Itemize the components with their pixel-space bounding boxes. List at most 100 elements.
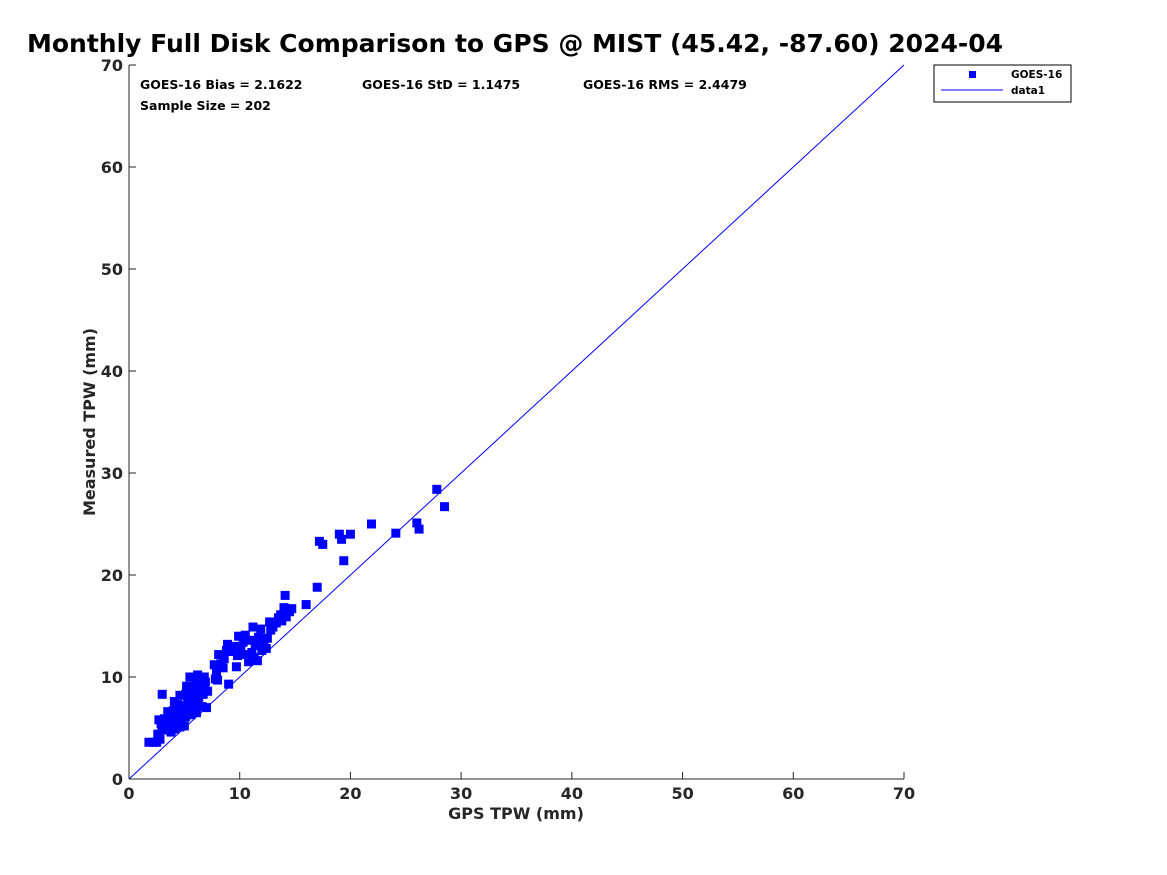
scatter-point — [179, 701, 189, 711]
scatter-point — [180, 712, 190, 722]
scatter-point — [254, 632, 264, 642]
scatter-point — [174, 710, 184, 720]
scatter-point — [202, 703, 211, 713]
scatter-point — [287, 604, 297, 614]
legend-box — [933, 64, 1072, 103]
chart-title: Monthly Full Disk Comparison to GPS @ MI… — [27, 29, 1003, 58]
scatter-point — [337, 534, 347, 544]
scatter-point — [248, 622, 258, 632]
scatter-point — [163, 707, 173, 717]
scatter-point — [318, 539, 328, 549]
scatter-point — [180, 689, 190, 699]
scatter-point — [245, 635, 255, 645]
x-tick-label: 50 — [671, 784, 693, 803]
legend: GOES-16 data1 — [933, 64, 1072, 103]
scatter-point — [179, 721, 189, 731]
y-tick-label: 50 — [101, 260, 123, 279]
y-tick-label: 20 — [101, 566, 123, 585]
scatter-point — [440, 502, 450, 512]
scatter-point — [173, 700, 183, 710]
x-tick-label: 30 — [450, 784, 472, 803]
scatter-points — [144, 484, 450, 747]
scatter-point — [224, 679, 234, 689]
x-axis-label: GPS TPW (mm) — [448, 804, 584, 823]
scatter-point — [203, 686, 213, 696]
scatter-point — [244, 657, 254, 667]
y-tick-label: 40 — [101, 362, 123, 381]
legend-label-data1: data1 — [1011, 85, 1045, 97]
scatter-point — [238, 637, 248, 647]
scatter-point — [262, 633, 272, 643]
scatter-point — [192, 708, 202, 718]
scatter-point — [259, 638, 269, 648]
scatter-point — [252, 656, 262, 666]
x-tick-label: 60 — [782, 784, 804, 803]
scatter-point — [312, 582, 322, 592]
scatter-point — [271, 618, 281, 628]
scatter-point — [213, 675, 223, 685]
scatter-point — [366, 519, 376, 529]
scatter-point — [236, 643, 246, 653]
scatter-point — [214, 650, 224, 660]
legend-marker-goes16 — [969, 71, 976, 78]
axes: 0 10 20 30 40 50 60 70 0 10 20 30 40 50 60 70 — [101, 56, 915, 803]
scatter-point — [412, 518, 422, 528]
x-tick-label: 0 — [123, 784, 134, 803]
y-tick-label: 70 — [101, 56, 123, 75]
scatter-point — [234, 631, 244, 641]
y-tick-label: 30 — [101, 464, 123, 483]
scatter-point — [334, 529, 344, 539]
scatter-point — [229, 641, 239, 651]
scatter-point — [339, 556, 349, 566]
scatter-point — [261, 643, 271, 653]
y-tick-label: 0 — [112, 770, 123, 789]
scatter-point — [200, 677, 210, 687]
scatter-point — [190, 686, 200, 696]
scatter-point — [199, 672, 209, 682]
scatter-point — [168, 720, 178, 730]
scatter-point — [265, 617, 275, 627]
scatter-point — [155, 734, 165, 744]
scatter-point — [226, 647, 236, 656]
scatter-point — [175, 690, 185, 700]
sample-size-stat: Sample Size = 202 — [140, 98, 271, 113]
scatter-point — [247, 648, 257, 658]
scatter-point — [223, 639, 233, 649]
legend-label-goes16: GOES-16 — [1011, 69, 1062, 81]
scatter-point — [280, 590, 290, 600]
bias-stat: GOES-16 Bias = 2.1622 — [140, 77, 302, 92]
scatter-point — [301, 600, 311, 610]
y-axis-label: Measured TPW (mm) — [80, 328, 99, 516]
scatter-point — [182, 681, 192, 691]
scatter-point — [187, 703, 197, 713]
x-tick-label: 70 — [893, 784, 915, 803]
scatter-point — [186, 710, 196, 720]
scatter-point — [218, 663, 228, 673]
x-tick-label: 20 — [339, 784, 361, 803]
scatter-point — [276, 610, 286, 620]
scatter-point — [279, 603, 289, 613]
scatter-point — [185, 672, 195, 682]
scatter-point — [157, 689, 167, 699]
scatter-point — [231, 662, 241, 672]
y-tick-label: 60 — [101, 158, 123, 177]
scatter-point — [256, 624, 266, 634]
scatter-point — [240, 630, 250, 640]
scatter-point — [154, 715, 164, 725]
scatter-point — [414, 524, 424, 534]
rms-stat: GOES-16 RMS = 2.4479 — [583, 77, 747, 92]
scatter-point — [241, 650, 251, 660]
std-stat: GOES-16 StD = 1.1475 — [362, 77, 520, 92]
scatter-point — [391, 528, 401, 538]
scatter-point — [209, 660, 219, 670]
scatter-point — [432, 484, 442, 494]
y-tick-label: 10 — [101, 668, 123, 687]
scatter-point — [250, 640, 260, 650]
x-tick-label: 10 — [229, 784, 251, 803]
scatter-point — [211, 668, 221, 678]
scatter-point — [233, 651, 242, 661]
scatter-point — [183, 695, 193, 705]
scatter-point — [219, 654, 229, 664]
scatter-point — [345, 529, 355, 539]
